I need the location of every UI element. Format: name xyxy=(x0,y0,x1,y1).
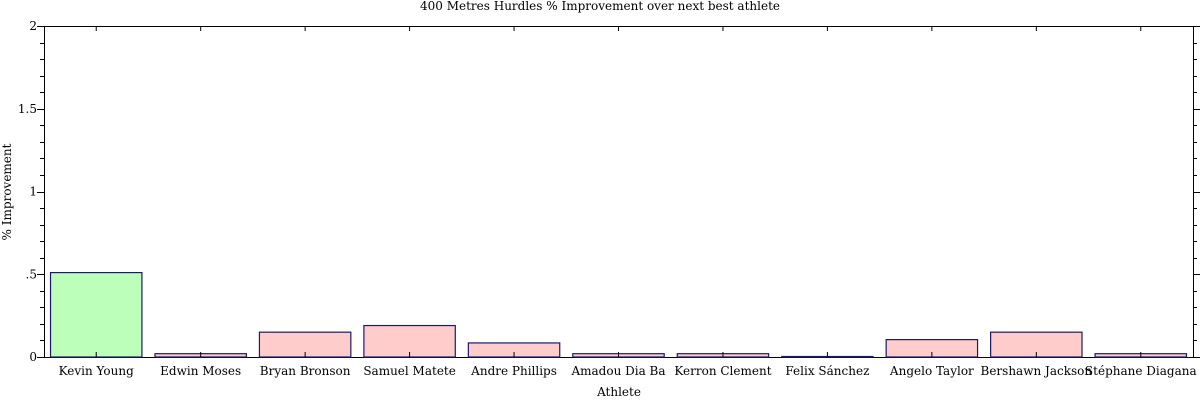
y-tick-label: .5 xyxy=(26,267,37,281)
x-axis-tick-labels: Kevin Young Edwin Moses Bryan Bronson Samue… xyxy=(59,364,1197,378)
x-tick-label: Andre Phillips xyxy=(470,364,557,378)
x-tick-label: Samuel Matete xyxy=(363,364,456,378)
y-axis-label: % Improvement xyxy=(0,143,14,240)
x-tick-label: Stéphane Diagana xyxy=(1085,364,1197,378)
x-tick-label: Kerron Clement xyxy=(674,364,771,378)
x-tick-label: Bershawn Jackson xyxy=(981,364,1093,378)
chart-title: 400 Metres Hurdles % Improvement over ne… xyxy=(420,0,780,13)
x-tick-label: Amadou Dia Ba xyxy=(570,364,665,378)
x-tick-label: Kevin Young xyxy=(59,364,134,378)
x-tick-label: Angelo Taylor xyxy=(889,364,974,378)
x-tick-label: Bryan Bronson xyxy=(260,364,351,378)
bar-samuel-matete xyxy=(363,324,456,358)
x-tick-label: Felix Sánchez xyxy=(785,364,869,378)
x-tick-label: Edwin Moses xyxy=(160,364,241,378)
bar-kevin-young xyxy=(49,271,143,358)
y-tick-label: 2 xyxy=(29,19,37,33)
plot-frame xyxy=(44,26,1194,358)
y-tick-label: 0 xyxy=(29,350,37,364)
y-tick-label: 1 xyxy=(29,185,37,199)
y-tick-label: 1.5 xyxy=(18,102,37,116)
bars xyxy=(49,26,1188,358)
x-axis-label: Athlete xyxy=(596,385,641,399)
y-axis-ticks: 0 .5 1 1.5 2 xyxy=(18,19,1200,364)
